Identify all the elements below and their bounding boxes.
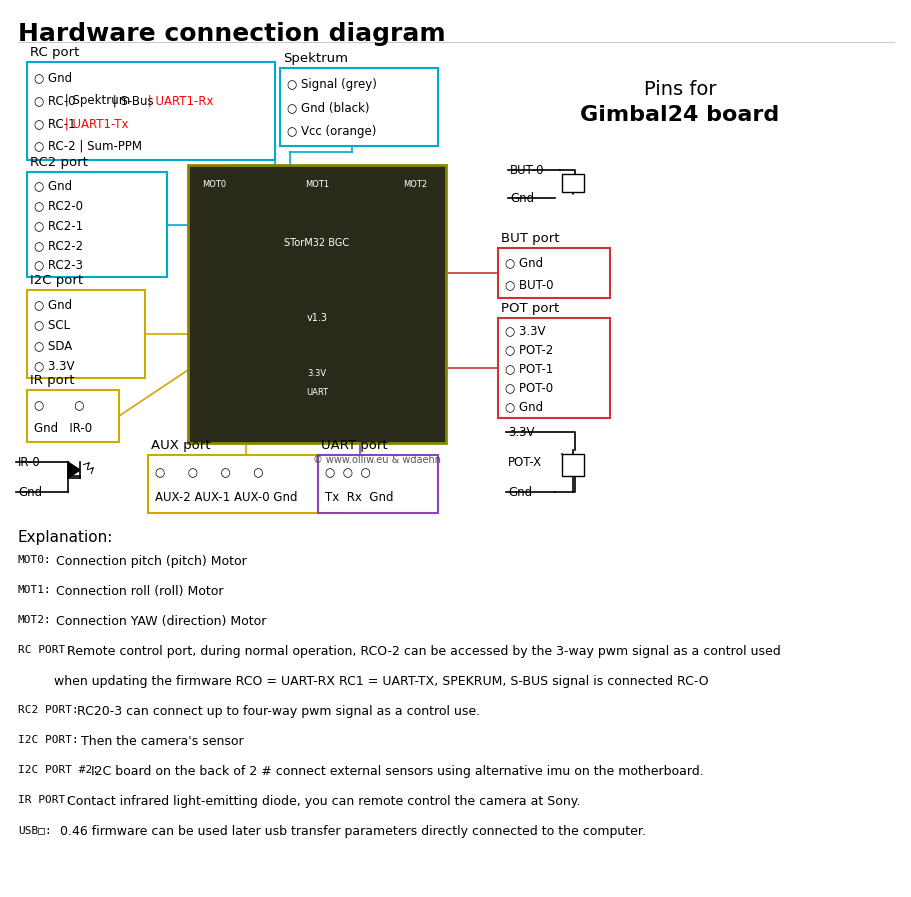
Text: IR-0: IR-0 <box>18 456 41 468</box>
Text: ○ RC2-3: ○ RC2-3 <box>34 258 83 272</box>
Text: Tx  Rx  Gnd: Tx Rx Gnd <box>324 492 393 504</box>
Text: | UART1-Rx: | UART1-Rx <box>144 94 214 108</box>
Text: Remote control port, during normal operation, RCO-2 can be accessed by the 3-way: Remote control port, during normal opera… <box>67 645 780 658</box>
Text: MOT2:: MOT2: <box>18 615 52 625</box>
Text: RC PORT:: RC PORT: <box>18 645 72 655</box>
Text: I2C board on the back of 2 # connect external sensors using alternative imu on t: I2C board on the back of 2 # connect ext… <box>91 765 703 778</box>
Bar <box>280 68 437 146</box>
Text: BUT-0: BUT-0 <box>509 163 544 177</box>
Text: I2C port: I2C port <box>30 274 83 287</box>
Text: IR port: IR port <box>30 374 75 387</box>
Text: USB□:: USB□: <box>18 825 52 835</box>
Text: Pins for: Pins for <box>643 80 715 99</box>
Text: ○ Vcc (orange): ○ Vcc (orange) <box>287 126 376 138</box>
Text: ○ Gnd: ○ Gnd <box>505 400 543 414</box>
Bar <box>188 165 445 443</box>
Text: | UART1-Tx: | UART1-Tx <box>60 117 128 130</box>
Bar <box>497 318 609 418</box>
Bar <box>497 248 609 298</box>
Text: RC20-3 can connect up to four-way pwm signal as a control use.: RC20-3 can connect up to four-way pwm si… <box>73 705 479 718</box>
Text: Contact infrared light-emitting diode, you can remote control the camera at Sony: Contact infrared light-emitting diode, y… <box>67 795 579 808</box>
Text: ○ RC2-0: ○ RC2-0 <box>34 199 83 213</box>
Text: 0.46 firmware can be used later usb transfer parameters directly connected to th: 0.46 firmware can be used later usb tran… <box>48 825 646 838</box>
Bar <box>27 62 275 160</box>
Text: ○ RC2-1: ○ RC2-1 <box>34 219 83 232</box>
Bar <box>561 174 583 192</box>
Text: ○ Gnd: ○ Gnd <box>34 72 72 84</box>
Text: ○ Signal (grey): ○ Signal (grey) <box>287 78 376 91</box>
Text: POT port: POT port <box>500 302 558 315</box>
Text: Connection pitch (pitch) Motor: Connection pitch (pitch) Motor <box>48 555 247 568</box>
Text: RC port: RC port <box>30 46 79 59</box>
Text: 3.3V: 3.3V <box>507 425 534 439</box>
Text: ○ POT-2: ○ POT-2 <box>505 344 553 357</box>
Text: ○ SCL: ○ SCL <box>34 318 70 331</box>
Text: ○ Gnd: ○ Gnd <box>34 298 72 311</box>
Text: ○ RC-2 | Sum-PPM: ○ RC-2 | Sum-PPM <box>34 140 142 152</box>
Bar <box>148 455 343 513</box>
Text: ○ RC2-2: ○ RC2-2 <box>34 239 83 252</box>
Text: MOT2: MOT2 <box>403 180 426 189</box>
Text: ○ Gnd: ○ Gnd <box>505 257 543 270</box>
Text: MOT1: MOT1 <box>304 180 329 189</box>
Text: Connection roll (roll) Motor: Connection roll (roll) Motor <box>48 585 224 598</box>
Text: | S-Bus: | S-Bus <box>109 94 154 108</box>
Text: I2C PORT:: I2C PORT: <box>18 735 78 745</box>
Bar <box>318 455 437 513</box>
Text: © www.olliw.eu & wdaehn: © www.olliw.eu & wdaehn <box>312 455 441 465</box>
Text: STorM32 BGC: STorM32 BGC <box>284 238 349 248</box>
Text: RC2 PORT:: RC2 PORT: <box>18 705 78 715</box>
Text: v1.3: v1.3 <box>306 313 327 323</box>
Text: ○  ○  ○: ○ ○ ○ <box>324 466 371 479</box>
Text: BUT port: BUT port <box>500 232 558 245</box>
Text: AUX-2 AUX-1 AUX-0 Gnd: AUX-2 AUX-1 AUX-0 Gnd <box>155 492 297 504</box>
Text: Gnd   IR-0: Gnd IR-0 <box>34 422 92 435</box>
Text: AUX port: AUX port <box>151 439 210 452</box>
Text: ○ Gnd (black): ○ Gnd (black) <box>287 101 369 115</box>
Text: ○ 3.3V: ○ 3.3V <box>34 359 75 372</box>
Text: UART port: UART port <box>321 439 387 452</box>
Text: I2C PORT #2:: I2C PORT #2: <box>18 765 99 775</box>
Bar <box>27 290 145 378</box>
Text: MOT0:: MOT0: <box>18 555 52 565</box>
Text: Spektrum: Spektrum <box>282 52 348 65</box>
Text: ○ RC-1: ○ RC-1 <box>34 117 76 130</box>
Text: ○ SDA: ○ SDA <box>34 339 72 352</box>
Text: UART: UART <box>305 388 328 397</box>
Text: Connection YAW (direction) Motor: Connection YAW (direction) Motor <box>48 615 267 628</box>
Text: ○ POT-1: ○ POT-1 <box>505 362 553 376</box>
Bar <box>27 390 118 442</box>
Text: Explanation:: Explanation: <box>18 530 113 545</box>
Text: Hardware connection diagram: Hardware connection diagram <box>18 22 445 46</box>
Text: | Spektrum: | Spektrum <box>60 94 129 108</box>
Polygon shape <box>68 462 80 478</box>
Text: ○ RC-0: ○ RC-0 <box>34 94 76 108</box>
Text: Gimbal24 board: Gimbal24 board <box>579 105 779 125</box>
Bar <box>27 172 167 277</box>
Text: Gnd: Gnd <box>507 485 531 499</box>
Text: ○ 3.3V: ○ 3.3V <box>505 325 545 337</box>
Text: POT-X: POT-X <box>507 456 541 468</box>
Text: ○ POT-0: ○ POT-0 <box>505 381 552 395</box>
Bar <box>561 454 583 476</box>
Text: ○        ○: ○ ○ <box>34 399 85 413</box>
Text: ○      ○      ○      ○: ○ ○ ○ ○ <box>155 466 263 479</box>
Text: MOT0: MOT0 <box>201 180 226 189</box>
Text: Gnd: Gnd <box>509 191 534 205</box>
Text: ○ BUT-0: ○ BUT-0 <box>505 278 553 292</box>
Text: 3.3V: 3.3V <box>307 369 326 378</box>
Text: MOT1:: MOT1: <box>18 585 52 595</box>
Text: Gnd: Gnd <box>18 485 42 499</box>
Text: Then the camera's sensor: Then the camera's sensor <box>73 735 243 748</box>
Text: IR PORT:: IR PORT: <box>18 795 72 805</box>
Text: ○ Gnd: ○ Gnd <box>34 179 72 192</box>
Text: RC2 port: RC2 port <box>30 156 87 169</box>
Text: when updating the firmware RCO = UART-RX RC1 = UART-TX, SPEKRUM, S-BUS signal is: when updating the firmware RCO = UART-RX… <box>18 675 708 688</box>
